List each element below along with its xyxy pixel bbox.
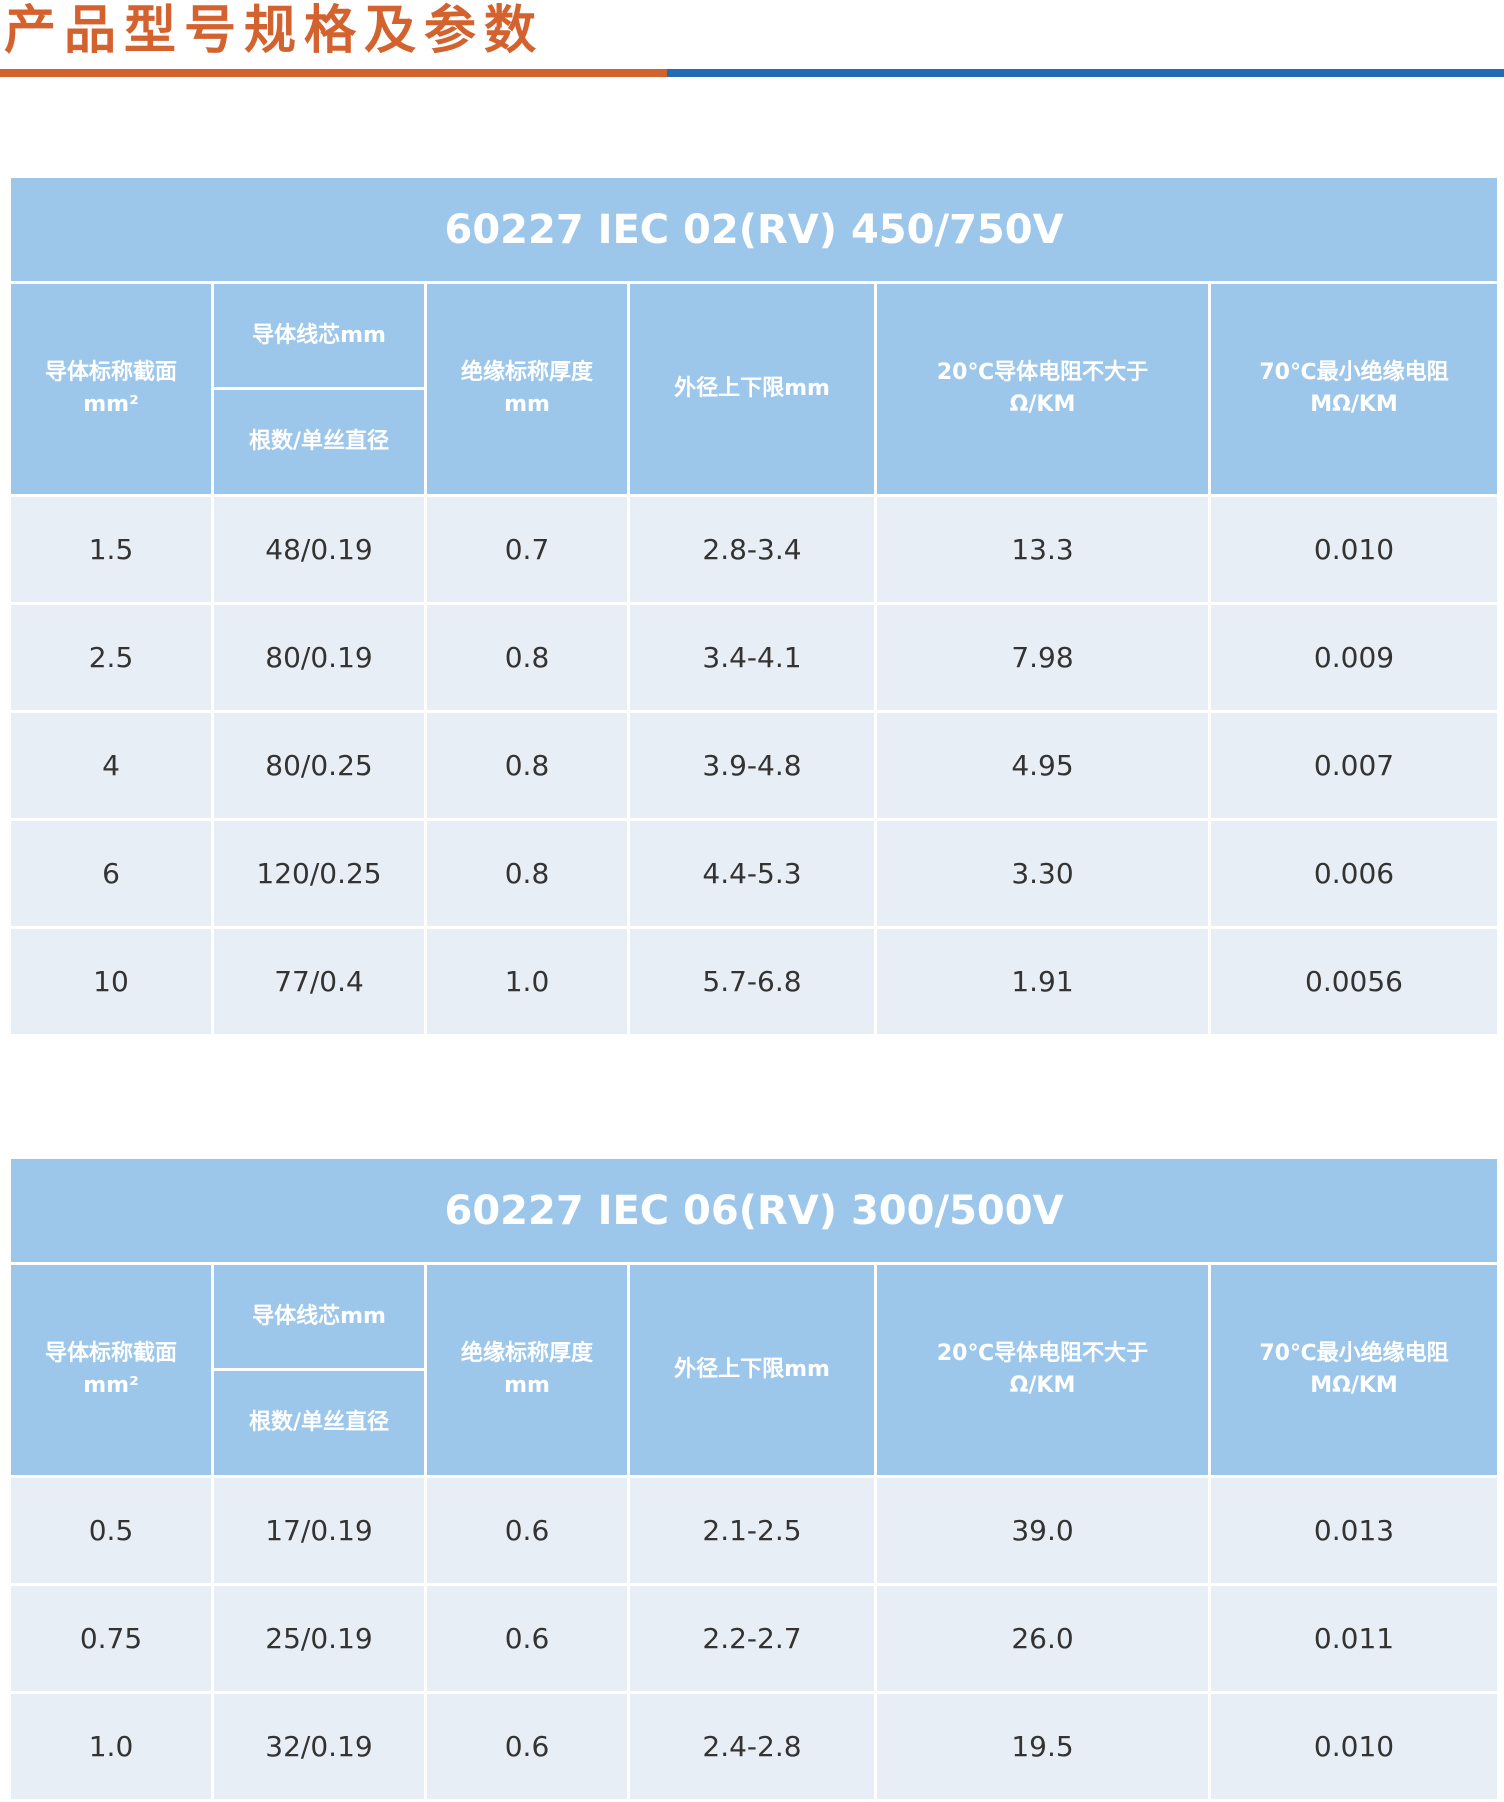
header-area: 导体标称截面 mm² xyxy=(8,281,214,497)
table-cell: 2.1-2.5 xyxy=(627,1475,877,1586)
table-row: 1.0 32/0.19 0.6 2.4-2.8 19.5 0.010 xyxy=(8,1691,1501,1802)
table-cell: 2.8-3.4 xyxy=(627,494,877,605)
table-cell: 0.6 xyxy=(424,1475,630,1586)
table-row: 10 77/0.4 1.0 5.7-6.8 1.91 0.0056 xyxy=(8,926,1501,1037)
header-label: 20℃导体电阻不大于 xyxy=(936,360,1149,385)
table-cell: 80/0.19 xyxy=(211,602,427,713)
table-cell: 0.006 xyxy=(1207,818,1501,929)
table-cell: 1.91 xyxy=(874,926,1211,1037)
header-label: 绝缘标称厚度 xyxy=(460,360,593,385)
blue-divider xyxy=(667,69,1504,77)
header-resistance: 20℃导体电阻不大于 Ω/KM xyxy=(874,1262,1211,1478)
table-cell: 39.0 xyxy=(874,1475,1211,1586)
table-cell: 0.6 xyxy=(424,1583,630,1694)
table-cell: 0.7 xyxy=(424,494,630,605)
header-insulation: 绝缘标称厚度 mm xyxy=(424,1262,630,1478)
table-row: 0.75 25/0.19 0.6 2.2-2.7 26.0 0.011 xyxy=(8,1583,1501,1694)
table-cell: 0.75 xyxy=(8,1583,214,1694)
table-cell: 3.4-4.1 xyxy=(627,602,877,713)
header-core: 导体线芯mm xyxy=(211,281,427,390)
table-cell: 1.0 xyxy=(424,926,630,1037)
table-cell: 0.009 xyxy=(1207,602,1501,713)
table-cell: 1.0 xyxy=(8,1691,214,1802)
header-unit: mm xyxy=(504,1373,550,1398)
header-unit: mm xyxy=(504,392,550,417)
table-row: 6 120/0.25 0.8 4.4-5.3 3.30 0.006 xyxy=(8,818,1501,929)
header-label: 导体标称截面 xyxy=(44,1341,177,1366)
header-unit: mm² xyxy=(83,392,139,417)
header-unit: MΩ/KM xyxy=(1310,392,1398,417)
table-cell: 0.6 xyxy=(424,1691,630,1802)
table-cell: 0.8 xyxy=(424,710,630,821)
table-cell: 2.2-2.7 xyxy=(627,1583,877,1694)
table-cell: 0.007 xyxy=(1207,710,1501,821)
table-cell: 13.3 xyxy=(874,494,1211,605)
table-cell: 48/0.19 xyxy=(211,494,427,605)
table-cell: 4.95 xyxy=(874,710,1211,821)
table-cell: 32/0.19 xyxy=(211,1691,427,1802)
table-cell: 5.7-6.8 xyxy=(627,926,877,1037)
table-row: 4 80/0.25 0.8 3.9-4.8 4.95 0.007 xyxy=(8,710,1501,821)
table-cell: 0.0056 xyxy=(1207,926,1501,1037)
table-cell: 6 xyxy=(8,818,214,929)
header-label: 20℃导体电阻不大于 xyxy=(936,1341,1149,1366)
table-title: 60227 IEC 02(RV) 450/750V xyxy=(7,175,1501,284)
table-cell: 19.5 xyxy=(874,1691,1211,1802)
table-cell: 77/0.4 xyxy=(211,926,427,1037)
table-cell: 10 xyxy=(8,926,214,1037)
header-area: 导体标称截面 mm² xyxy=(8,1262,214,1478)
table-cell: 0.013 xyxy=(1207,1475,1501,1586)
table-title: 60227 IEC 06(RV) 300/500V xyxy=(7,1156,1501,1265)
header-od: 外径上下限mm xyxy=(627,1262,877,1478)
table-cell: 1.5 xyxy=(8,494,214,605)
header-insulation: 绝缘标称厚度 mm xyxy=(424,281,630,497)
table-cell: 0.010 xyxy=(1207,494,1501,605)
header-od: 外径上下限mm xyxy=(627,281,877,497)
orange-divider xyxy=(0,69,667,77)
table-cell: 4 xyxy=(8,710,214,821)
table-cell: 0.5 xyxy=(8,1475,214,1586)
table-cell: 80/0.25 xyxy=(211,710,427,821)
header-label: 70℃最小绝缘电阻 xyxy=(1259,1341,1449,1366)
table-cell: 2.5 xyxy=(8,602,214,713)
table-cell: 3.30 xyxy=(874,818,1211,929)
header-core: 导体线芯mm xyxy=(211,1262,427,1371)
header-label: 70℃最小绝缘电阻 xyxy=(1259,360,1449,385)
header-insulation-resistance: 70℃最小绝缘电阻 MΩ/KM xyxy=(1207,281,1501,497)
table-cell: 0.8 xyxy=(424,602,630,713)
table-cell: 2.4-2.8 xyxy=(627,1691,877,1802)
table-cell: 3.9-4.8 xyxy=(627,710,877,821)
page-title: 产品型号规格及参数 xyxy=(4,1,545,61)
table-row: 2.5 80/0.19 0.8 3.4-4.1 7.98 0.009 xyxy=(8,602,1501,713)
header-label: 绝缘标称厚度 xyxy=(460,1341,593,1366)
table-cell: 4.4-5.3 xyxy=(627,818,877,929)
table-cell: 0.8 xyxy=(424,818,630,929)
header-resistance: 20℃导体电阻不大于 Ω/KM xyxy=(874,281,1211,497)
table-cell: 0.011 xyxy=(1207,1583,1501,1694)
header-core-sub: 根数/单丝直径 xyxy=(211,1368,427,1478)
header-insulation-resistance: 70℃最小绝缘电阻 MΩ/KM xyxy=(1207,1262,1501,1478)
table-row: 1.5 48/0.19 0.7 2.8-3.4 13.3 0.010 xyxy=(8,494,1501,605)
table-cell: 17/0.19 xyxy=(211,1475,427,1586)
table-cell: 0.010 xyxy=(1207,1691,1501,1802)
table-cell: 26.0 xyxy=(874,1583,1211,1694)
table-cell: 120/0.25 xyxy=(211,818,427,929)
header-unit: mm² xyxy=(83,1373,139,1398)
table-cell: 25/0.19 xyxy=(211,1583,427,1694)
header-unit: Ω/KM xyxy=(1009,1373,1076,1398)
table-row: 0.5 17/0.19 0.6 2.1-2.5 39.0 0.013 xyxy=(8,1475,1501,1586)
header-label: 导体标称截面 xyxy=(44,360,177,385)
header-core-sub: 根数/单丝直径 xyxy=(211,387,427,497)
spec-table-rv-450-750: 60227 IEC 02(RV) 450/750V 导体标称截面 mm² 导体线芯m… xyxy=(7,175,1501,1037)
header-unit: MΩ/KM xyxy=(1310,1373,1398,1398)
spec-table-rv-300-500: 60227 IEC 06(RV) 300/500V 导体标称截面 mm² 导体线芯m… xyxy=(7,1156,1501,1802)
table-cell: 7.98 xyxy=(874,602,1211,713)
header-unit: Ω/KM xyxy=(1009,392,1076,417)
